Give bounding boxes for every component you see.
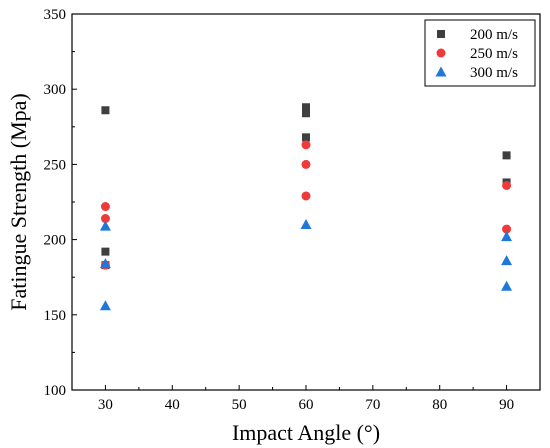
data-point-circle xyxy=(502,180,512,190)
x-tick-label: 30 xyxy=(98,397,113,413)
data-point-square xyxy=(302,103,310,112)
data-point-square xyxy=(302,109,310,118)
data-point-triangle xyxy=(300,219,312,230)
legend-label: 250 m/s xyxy=(470,46,518,62)
y-axis-title: Fatingue Strength (Mpa) xyxy=(6,93,31,311)
data-point-triangle xyxy=(501,280,513,291)
x-axis-title: Impact Angle (°) xyxy=(232,420,380,445)
y-tick-label: 350 xyxy=(44,7,67,23)
data-point-triangle xyxy=(99,258,111,269)
y-tick-label: 300 xyxy=(44,82,67,98)
legend: 200 m/s 250 m/s 300 m/s xyxy=(424,19,536,87)
data-point-circle xyxy=(301,140,311,150)
legend-marker-square xyxy=(437,30,445,38)
data-point-square xyxy=(101,106,110,115)
data-point-triangle xyxy=(99,220,111,231)
legend-label: 300 m/s xyxy=(470,65,518,81)
data-point-circle xyxy=(301,191,311,201)
x-tick-label: 60 xyxy=(299,397,314,413)
data-point-square xyxy=(101,247,110,256)
x-tick-label: 50 xyxy=(232,397,247,413)
data-points xyxy=(99,103,513,311)
y-tick-label: 200 xyxy=(44,233,67,249)
data-point-circle xyxy=(100,214,110,224)
legend-marker-triangle xyxy=(435,66,447,77)
data-point-circle xyxy=(301,159,311,169)
x-tick-label: 40 xyxy=(165,397,180,413)
legend-marker-circle xyxy=(436,48,446,58)
data-point-triangle xyxy=(501,231,513,242)
x-tick-label: 90 xyxy=(499,397,514,413)
data-point-triangle xyxy=(99,300,111,311)
y-tick-label: 100 xyxy=(44,383,67,399)
y-tick-label: 150 xyxy=(44,308,67,324)
data-point-square xyxy=(502,151,511,160)
x-tick-label: 70 xyxy=(365,397,380,413)
data-point-triangle xyxy=(501,255,513,266)
data-point-circle xyxy=(502,224,512,234)
data-point-square xyxy=(302,133,310,142)
data-point-circle xyxy=(100,202,110,212)
axis-ticks: 30 40 50 60 70 80 90 100 150 200 250 300 350 xyxy=(44,7,541,413)
x-tick-label: 80 xyxy=(432,397,447,413)
legend-label: 200 m/s xyxy=(470,27,518,43)
y-tick-label: 250 xyxy=(44,157,67,173)
